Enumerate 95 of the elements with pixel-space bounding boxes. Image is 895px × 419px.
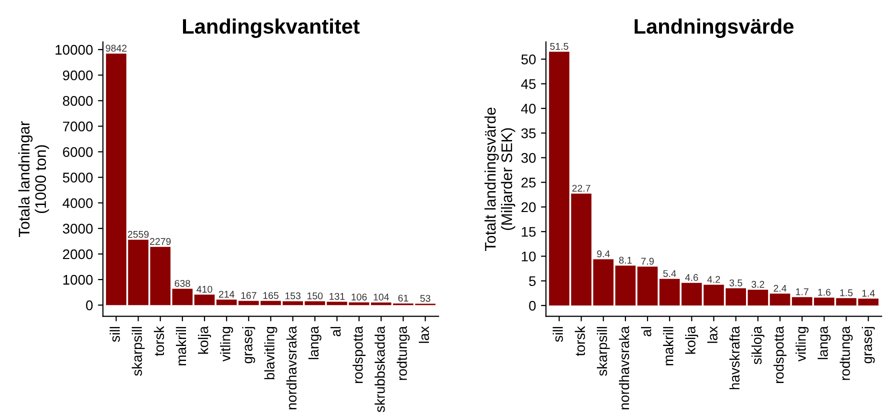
- y-axis-title: Totala landningar (1000 ton): [18, 121, 50, 237]
- x-tick-label: rodtunga: [840, 326, 853, 380]
- y-tick-label: 50: [521, 54, 536, 64]
- x-tick-label: sill: [552, 326, 563, 342]
- y-axis-title: Totalt landningsvärde (Miljarder SEK): [484, 108, 516, 251]
- x-tick-label: skrubbskadda: [374, 326, 385, 412]
- x-tick-label: langa: [818, 326, 831, 360]
- data-label: 1.7: [796, 288, 808, 296]
- y-tick-label: 7000: [63, 122, 93, 132]
- y-tick-label: 10000: [56, 44, 93, 55]
- x-tick-label: rodspotta: [352, 326, 366, 384]
- y-tick-label: 2000: [63, 249, 93, 260]
- x-tick-label: vitling: [220, 326, 234, 362]
- x-tick-label: nordhavsraka: [618, 326, 630, 410]
- data-label: 106: [352, 294, 367, 300]
- bar: [216, 300, 237, 306]
- x-tick-label: lax: [418, 326, 430, 343]
- data-label: 214: [218, 290, 234, 298]
- data-label: 5.4: [663, 270, 676, 277]
- data-label: 638: [174, 280, 190, 287]
- y-tick-label: 5: [529, 276, 536, 286]
- data-label: 2279: [150, 238, 171, 245]
- data-label: 4.2: [707, 276, 720, 283]
- data-label: 1.4: [862, 290, 875, 297]
- y-tick-label: 0: [529, 300, 536, 311]
- data-label: 1.6: [818, 288, 830, 296]
- x-tick-label: vitling: [796, 326, 809, 362]
- data-label: 1.5: [840, 289, 853, 296]
- bar: [172, 288, 193, 306]
- bar: [748, 290, 768, 306]
- y-tick-label: 6000: [63, 147, 93, 157]
- data-label: 9842: [106, 44, 126, 52]
- data-label: 153: [285, 292, 300, 300]
- chart-title: Landningsvärde: [634, 18, 794, 38]
- x-tick-label: torsk: [574, 326, 586, 356]
- x-tick-label: rodspotta: [774, 326, 786, 384]
- x-tick-label: kolja: [198, 326, 211, 354]
- y-tick-label: 8000: [62, 96, 93, 106]
- x-tick-label: kolja: [685, 326, 698, 354]
- data-label: 165: [263, 292, 278, 299]
- y-tick-label: 35: [521, 128, 536, 138]
- x-tick-label: grasej: [862, 327, 875, 364]
- data-label: 2.4: [774, 284, 786, 292]
- y-tick-label: 40: [521, 104, 536, 114]
- y-tick-label: 9000: [62, 70, 93, 80]
- data-label: 3.5: [729, 279, 742, 286]
- data-label: 104: [374, 294, 389, 301]
- x-tick-label: blavitling: [264, 326, 278, 380]
- x-tick-label: nordhavsraka: [286, 326, 297, 410]
- data-label: 22.7: [572, 184, 590, 192]
- data-label: 9.4: [597, 250, 610, 258]
- data-label: 3.2: [752, 280, 764, 288]
- data-label: 51.5: [550, 43, 568, 50]
- x-tick-label: al: [641, 326, 652, 336]
- x-tick-label: grasej: [242, 327, 256, 364]
- data-label: 4.6: [685, 274, 698, 281]
- bar: [348, 302, 370, 306]
- bar: [615, 266, 636, 306]
- x-tick-label: al: [330, 326, 341, 336]
- x-tick-label: sikloja: [751, 326, 764, 364]
- data-label: 131: [330, 292, 345, 300]
- y-tick-label: 0: [86, 300, 93, 310]
- y-tick-label: 20: [521, 202, 536, 212]
- x-tick-label: lax: [707, 326, 718, 343]
- bar: [770, 294, 790, 306]
- y-tick-label: 15: [522, 227, 536, 237]
- data-label: 167: [241, 292, 256, 299]
- data-label: 150: [308, 292, 323, 300]
- x-tick-label: havskrafta: [729, 326, 740, 390]
- x-tick-label: skarpsill: [596, 326, 610, 376]
- data-label: 8.1: [619, 256, 632, 264]
- x-tick-label: langa: [308, 326, 322, 360]
- data-label: 410: [196, 286, 212, 293]
- bar: [194, 294, 215, 306]
- x-tick-label: sill: [110, 326, 120, 342]
- x-tick-label: rodtunga: [396, 326, 410, 380]
- y-tick-label: 4000: [62, 198, 93, 208]
- y-tick-label: 10: [522, 252, 536, 262]
- data-label: 7.9: [641, 258, 654, 265]
- x-tick-label: skarpsill: [132, 326, 145, 376]
- y-tick-label: 45: [521, 79, 536, 89]
- y-tick-label: 3000: [62, 224, 93, 234]
- chart-title: Landingskvantitet: [183, 18, 360, 38]
- x-tick-label: torsk: [154, 326, 164, 356]
- bar: [792, 297, 812, 306]
- y-tick-label: 30: [521, 153, 536, 163]
- data-label: 61: [398, 294, 408, 302]
- y-tick-label: 1000: [63, 274, 93, 285]
- x-tick-label: makrill: [663, 326, 674, 366]
- bar: [637, 266, 658, 306]
- y-tick-label: 5000: [62, 172, 93, 183]
- data-label: 53: [420, 294, 430, 302]
- data-label: 2559: [128, 230, 149, 238]
- x-tick-label: makrill: [176, 326, 186, 366]
- y-tick-label: 25: [521, 178, 536, 188]
